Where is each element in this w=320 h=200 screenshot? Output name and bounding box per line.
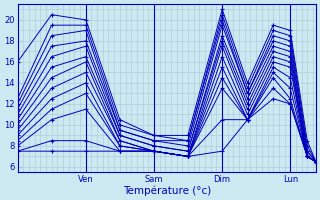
X-axis label: Température (°c): Température (°c) xyxy=(123,185,211,196)
